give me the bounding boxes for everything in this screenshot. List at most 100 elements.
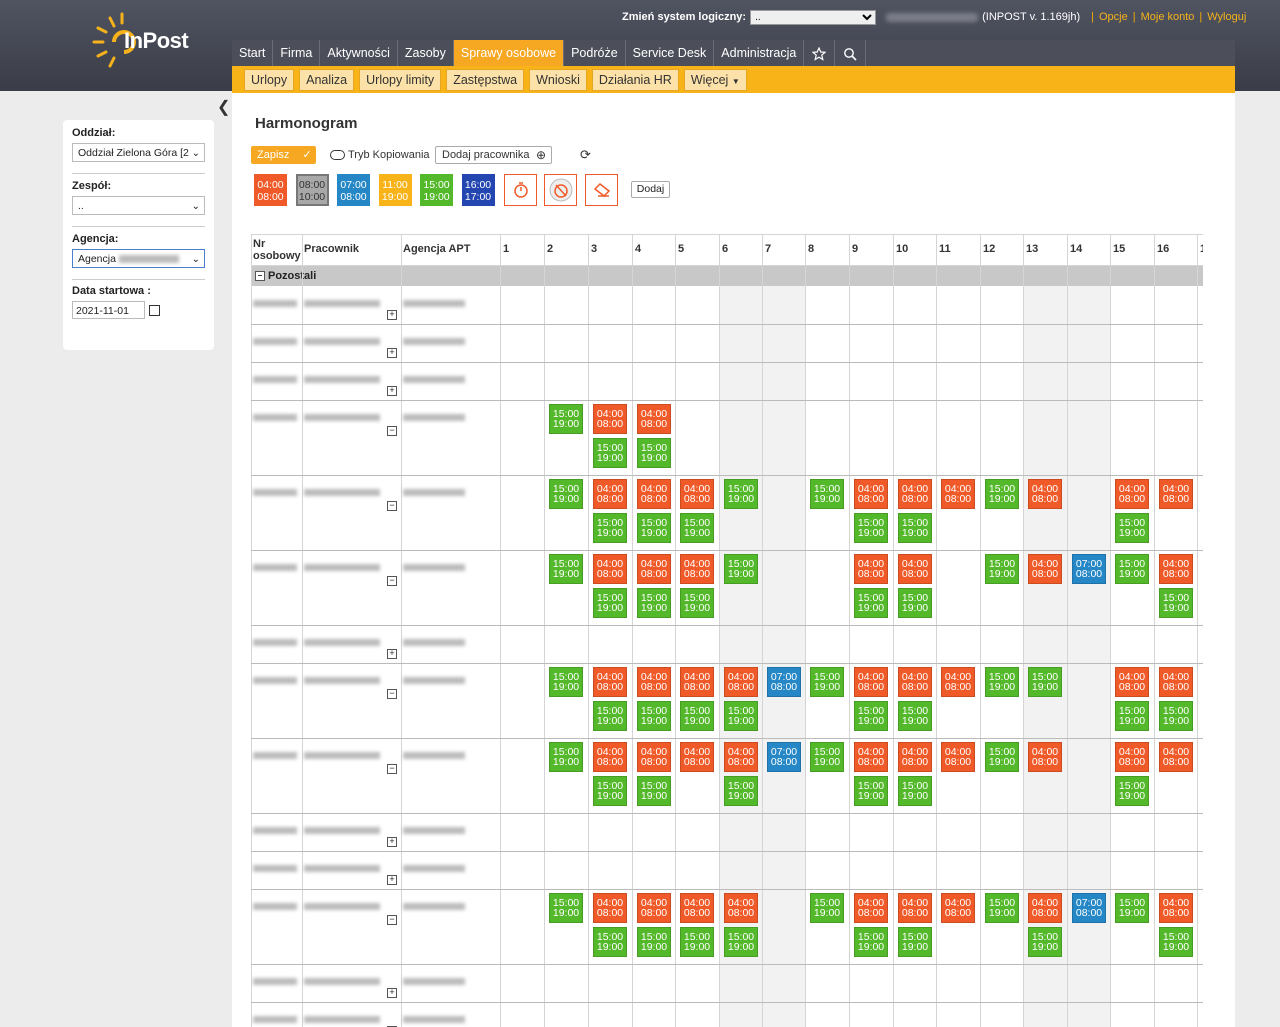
nav-zasoby[interactable]: Zasoby bbox=[398, 40, 454, 66]
shift-block[interactable]: 15:00 19:00 bbox=[854, 701, 888, 731]
shift-block[interactable]: 15:00 19:00 bbox=[637, 701, 671, 731]
row-expand-icon[interactable]: + bbox=[387, 649, 397, 659]
chevron-left-icon[interactable]: ❮ bbox=[217, 99, 231, 116]
shift-block[interactable]: 15:00 19:00 bbox=[637, 438, 671, 468]
shift-block[interactable]: 04:00 08:00 bbox=[898, 742, 932, 772]
shift-block[interactable]: 15:00 19:00 bbox=[898, 927, 932, 957]
nav-start[interactable]: Start bbox=[232, 40, 274, 66]
shift-block[interactable]: 15:00 19:00 bbox=[898, 701, 932, 731]
shift-block[interactable]: 04:00 08:00 bbox=[854, 554, 888, 584]
shift-block[interactable]: 15:00 19:00 bbox=[593, 776, 627, 806]
shift-block[interactable]: 04:00 08:00 bbox=[680, 893, 714, 923]
shift-block[interactable]: 15:00 19:00 bbox=[637, 588, 671, 618]
shift-block[interactable]: 04:00 08:00 bbox=[1159, 667, 1193, 697]
shift-block[interactable]: 04:00 08:00 bbox=[680, 742, 714, 772]
shift-block[interactable]: 15:00 19:00 bbox=[898, 776, 932, 806]
collapse-icon[interactable]: − bbox=[255, 271, 265, 282]
row-collapse-icon[interactable]: − bbox=[387, 689, 397, 699]
system-select[interactable]: .. bbox=[750, 9, 877, 25]
shift-block[interactable]: 04:00 08:00 bbox=[637, 893, 671, 923]
shift-block[interactable]: 15:00 19:00 bbox=[810, 893, 844, 923]
calendar-icon[interactable] bbox=[149, 305, 160, 317]
subnav-zastepstwa[interactable]: Zastępstwa bbox=[446, 68, 525, 91]
shift-block[interactable]: 15:00 19:00 bbox=[1028, 927, 1062, 957]
shift-block[interactable]: 07:00 08:00 bbox=[767, 742, 801, 772]
start-date-input[interactable]: 2021-11-01 bbox=[72, 301, 145, 319]
shift-block[interactable]: 04:00 08:00 bbox=[1159, 479, 1193, 509]
row-collapse-icon[interactable]: − bbox=[387, 764, 397, 774]
subnav-urlopy-limity[interactable]: Urlopy limity bbox=[359, 68, 442, 91]
shift-block[interactable]: 04:00 08:00 bbox=[680, 667, 714, 697]
shift-block[interactable]: 04:00 08:00 bbox=[1159, 893, 1193, 923]
add-employee-button[interactable]: Dodaj pracownika ⊕ bbox=[435, 146, 552, 164]
shift-block[interactable]: 15:00 19:00 bbox=[1115, 554, 1149, 584]
shift-block[interactable]: 04:00 08:00 bbox=[1115, 742, 1149, 772]
subnav-dzialania-hr[interactable]: Działania HR bbox=[591, 68, 679, 91]
nav-firma[interactable]: Firma bbox=[273, 40, 321, 66]
shift-block[interactable]: 15:00 19:00 bbox=[724, 554, 758, 584]
search-icon[interactable] bbox=[835, 40, 867, 66]
zespol-select[interactable]: .. ⌄ bbox=[72, 196, 205, 215]
shift-block[interactable]: 04:00 08:00 bbox=[593, 404, 627, 434]
copy-mode-toggle[interactable]: Tryb Kopiowania bbox=[330, 146, 430, 164]
nav-sprawy-osobowe[interactable]: Sprawy osobowe bbox=[453, 40, 565, 66]
shift-block[interactable]: 15:00 19:00 bbox=[1115, 701, 1149, 731]
shift-block[interactable]: 15:00 19:00 bbox=[680, 513, 714, 543]
nav-administracja[interactable]: Administracja bbox=[714, 40, 805, 66]
shift-template[interactable]: 07:00 08:00 bbox=[337, 174, 370, 206]
subnav-urlopy[interactable]: Urlopy bbox=[244, 68, 295, 91]
shift-block[interactable]: 15:00 19:00 bbox=[549, 893, 583, 923]
row-expand-icon[interactable]: + bbox=[387, 386, 397, 396]
shift-block[interactable]: 15:00 19:00 bbox=[593, 438, 627, 468]
shift-block[interactable]: 15:00 19:00 bbox=[593, 588, 627, 618]
shift-block[interactable]: 15:00 19:00 bbox=[985, 667, 1019, 697]
shift-block[interactable]: 04:00 08:00 bbox=[1159, 554, 1193, 584]
shift-block[interactable]: 15:00 19:00 bbox=[854, 588, 888, 618]
shift-block[interactable]: 04:00 08:00 bbox=[593, 479, 627, 509]
shift-block[interactable]: 15:00 19:00 bbox=[549, 404, 583, 434]
shift-block[interactable]: 04:00 08:00 bbox=[637, 479, 671, 509]
shift-block[interactable]: 04:00 08:00 bbox=[593, 893, 627, 923]
row-collapse-icon[interactable]: − bbox=[387, 501, 397, 511]
shift-template[interactable]: 04:00 08:00 bbox=[254, 174, 287, 206]
shift-block[interactable]: 04:00 08:00 bbox=[593, 742, 627, 772]
shift-block[interactable]: 04:00 08:00 bbox=[898, 479, 932, 509]
subnav-wiecej[interactable]: Więcej ▼ bbox=[683, 68, 747, 91]
shift-block[interactable]: 04:00 08:00 bbox=[1028, 742, 1062, 772]
shift-block[interactable]: 04:00 08:00 bbox=[1028, 479, 1062, 509]
shift-block[interactable]: 15:00 19:00 bbox=[1159, 588, 1193, 618]
eraser-icon[interactable] bbox=[585, 174, 618, 206]
group-header[interactable]: − Pozostali bbox=[251, 266, 1203, 286]
shift-template[interactable]: 11:00 19:00 bbox=[378, 174, 412, 206]
options-link[interactable]: Opcje bbox=[1098, 11, 1128, 23]
shift-block[interactable]: 04:00 08:00 bbox=[941, 479, 975, 509]
shift-block[interactable]: 04:00 08:00 bbox=[854, 893, 888, 923]
shift-block[interactable]: 04:00 08:00 bbox=[1028, 554, 1062, 584]
shift-block[interactable]: 15:00 19:00 bbox=[680, 588, 714, 618]
row-expand-icon[interactable]: + bbox=[387, 875, 397, 885]
shift-block[interactable]: 04:00 08:00 bbox=[1028, 893, 1062, 923]
row-expand-icon[interactable]: + bbox=[387, 988, 397, 998]
shift-block[interactable]: 04:00 08:00 bbox=[941, 742, 975, 772]
shift-block[interactable]: 07:00 08:00 bbox=[1072, 554, 1106, 584]
my-account-link[interactable]: Moje konto bbox=[1140, 11, 1195, 23]
shift-block[interactable]: 04:00 08:00 bbox=[724, 893, 758, 923]
row-expand-icon[interactable]: + bbox=[387, 310, 397, 320]
subnav-wnioski[interactable]: Wnioski bbox=[529, 68, 587, 91]
row-collapse-icon[interactable]: − bbox=[387, 426, 397, 436]
shift-template[interactable]: 16:00 17:00 bbox=[461, 174, 495, 206]
refresh-icon[interactable]: ⟳ bbox=[580, 147, 591, 162]
shift-block[interactable]: 15:00 19:00 bbox=[985, 742, 1019, 772]
shift-block[interactable]: 04:00 08:00 bbox=[593, 554, 627, 584]
shift-block[interactable]: 15:00 19:00 bbox=[1159, 927, 1193, 957]
shift-block[interactable]: 07:00 08:00 bbox=[1072, 893, 1106, 923]
save-button[interactable]: Zapisz ✓ bbox=[251, 146, 316, 164]
shift-block[interactable]: 15:00 19:00 bbox=[1115, 893, 1149, 923]
oddzial-select[interactable]: Oddział Zielona Góra [2 ⌄ bbox=[72, 143, 205, 162]
row-collapse-icon[interactable]: − bbox=[387, 576, 397, 586]
shift-block[interactable]: 15:00 19:00 bbox=[593, 513, 627, 543]
shift-block[interactable]: 15:00 19:00 bbox=[810, 742, 844, 772]
row-collapse-icon[interactable]: − bbox=[387, 915, 397, 925]
shift-block[interactable]: 04:00 08:00 bbox=[1159, 742, 1193, 772]
shift-block[interactable]: 15:00 19:00 bbox=[854, 513, 888, 543]
